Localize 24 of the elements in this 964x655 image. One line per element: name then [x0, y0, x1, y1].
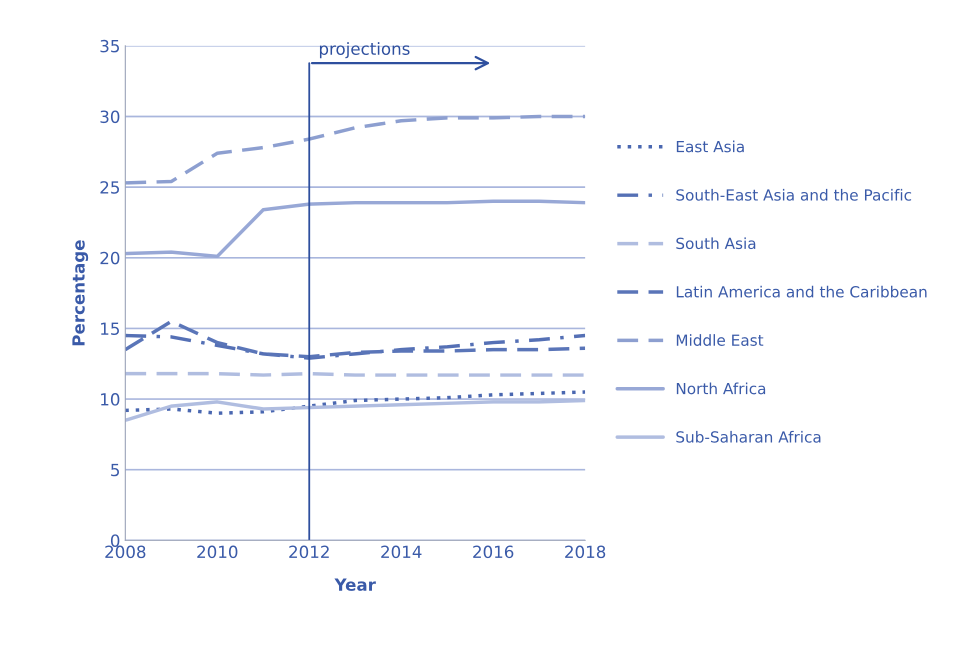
- y-tick-label: 35: [100, 40, 120, 52]
- legend-label: North Africa: [676, 382, 766, 394]
- y-tick-label: 5: [111, 464, 120, 476]
- x-tick-label: 2010: [197, 546, 238, 558]
- x-tick-label: 2014: [381, 546, 422, 558]
- y-tick-label: 10: [101, 393, 120, 406]
- legend-label: Latin America and the Caribbean: [676, 286, 926, 298]
- legend-label: Middle East: [676, 334, 764, 346]
- legend-label: Sub-Saharan Africa: [676, 430, 820, 443]
- legend-label: South-East Asia and the Pacific: [676, 188, 912, 201]
- x-tick-label: 2016: [473, 546, 514, 558]
- x-tick-label: 2012: [289, 546, 329, 558]
- legend-label: South Asia: [676, 237, 756, 250]
- ref-line-label: projections: [320, 42, 410, 58]
- legend-label: East Asia: [676, 140, 744, 152]
- y-tick-label: 20: [100, 252, 120, 264]
- x-tick-label: 2018: [565, 546, 606, 558]
- x-axis-title: Year: [334, 578, 376, 591]
- y-tick-label: 0: [110, 534, 120, 547]
- y-tick-label: 25: [100, 181, 120, 194]
- x-tick-label: 2008: [105, 546, 146, 558]
- y-tick-label: 30: [100, 110, 120, 124]
- y-axis-title: Percentage: [72, 240, 88, 346]
- y-tick-label: 15: [101, 322, 120, 336]
